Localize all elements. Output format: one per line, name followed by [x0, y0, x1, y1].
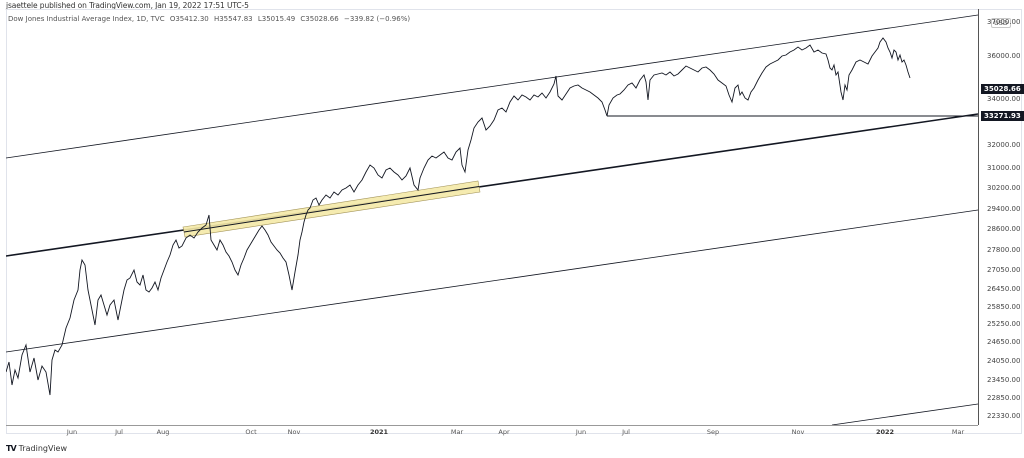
brand-name: TradingView	[18, 444, 67, 453]
price-tick-label: 29400.00	[987, 205, 1021, 213]
open-value: O35412.30	[169, 15, 209, 23]
change-value: −339.82 (−0.96%)	[343, 15, 411, 23]
time-tick-label: 2022	[875, 428, 895, 436]
price-tick-label: 37000.00	[987, 18, 1021, 26]
price-tick-label: 32000.00	[987, 141, 1021, 149]
price-tick-label: 34000.00	[987, 95, 1021, 103]
time-tick-label: Mar	[450, 428, 464, 436]
published-line: jsaettele published on TradingView.com, …	[6, 1, 249, 10]
price-tick-label: 23450.00	[987, 376, 1021, 384]
price-tick-label: 22850.00	[987, 394, 1021, 402]
time-tick-label: Jul	[115, 428, 123, 436]
time-tick-label: Sep	[706, 428, 720, 436]
channel-bottom-line	[831, 403, 978, 425]
price-tick-label: 24050.00	[987, 357, 1021, 365]
symbol-legend: Dow Jones Industrial Average Index, 1D, …	[8, 15, 413, 23]
price-tick-label: 28600.00	[987, 225, 1021, 233]
price-tick-label: 36000.00	[987, 52, 1021, 60]
time-tick-label: Nov	[287, 428, 301, 436]
time-tick-label: Aug	[156, 428, 170, 436]
price-tick-label: 22330.00	[987, 412, 1021, 420]
time-tick-label: Mar	[951, 428, 965, 436]
time-tick-label: Oct	[245, 428, 257, 436]
price-series	[6, 37, 911, 396]
chart-frame	[6, 9, 1022, 434]
price-tick-label: 27050.00	[987, 266, 1021, 274]
price-tick-label: 30200.00	[987, 184, 1021, 192]
price-tick-label: 25250.00	[987, 320, 1021, 328]
symbol-name: Dow Jones Industrial Average Index, 1D, …	[8, 15, 165, 23]
time-tick-label: 2021	[369, 428, 389, 436]
price-tick-label: 27800.00	[987, 246, 1021, 254]
currency-label[interactable]: USD	[991, 18, 1011, 28]
time-tick-label: Jun	[575, 428, 587, 436]
last-price-badge: 35028.66	[981, 84, 1024, 94]
channel-middle-line	[6, 113, 978, 257]
tradingview-brand[interactable]: TV TradingView	[6, 444, 67, 453]
time-tick-label: Nov	[791, 428, 805, 436]
level-price-badge: 33271.93	[981, 111, 1024, 121]
close-value: C35028.66	[300, 15, 339, 23]
low-value: L35015.49	[257, 15, 296, 23]
price-axis[interactable]: USD 37000.00 36000.00 34000.00 32000.00 3100…	[978, 9, 1024, 425]
tradingview-logo-icon: TV	[6, 444, 17, 453]
price-tick-label: 25850.00	[987, 303, 1021, 311]
time-tick-label: Jul	[622, 428, 630, 436]
channel-lower-line	[6, 209, 978, 353]
time-axis[interactable]: Jun Jul Aug Oct Nov 2021 Mar Apr Jun Jul Sep Nov 202…	[6, 425, 978, 436]
price-tick-label: 26450.00	[987, 285, 1021, 293]
time-tick-label: Jun	[66, 428, 78, 436]
price-tick-label: 31000.00	[987, 164, 1021, 172]
time-tick-label: Apr	[498, 428, 510, 436]
channel-upper-line	[6, 14, 978, 159]
price-tick-label: 24650.00	[987, 338, 1021, 346]
high-value: H35547.83	[213, 15, 253, 23]
